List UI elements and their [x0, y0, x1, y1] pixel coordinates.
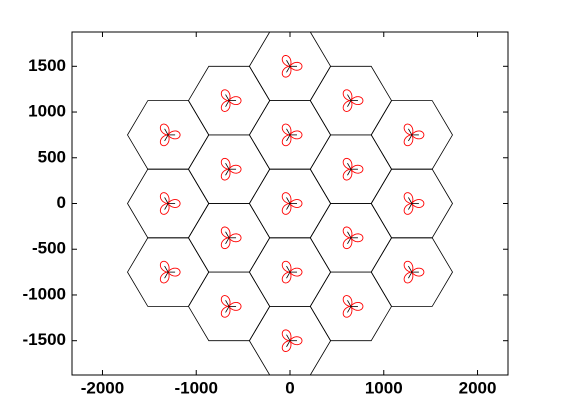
- antenna-arm: [225, 306, 230, 313]
- antenna-point: [342, 226, 364, 250]
- antenna-arm: [286, 340, 291, 347]
- antenna-point: [159, 192, 181, 215]
- y-tick-label: 1500: [28, 56, 66, 75]
- x-tick-label: 0: [285, 378, 294, 397]
- cell-hexagon: [127, 237, 210, 307]
- antenna-arm: [164, 265, 169, 273]
- antenna-point: [159, 260, 181, 284]
- antenna-arm: [408, 197, 413, 204]
- antenna-arm: [164, 128, 169, 136]
- x-tick-label: 1000: [365, 378, 403, 397]
- antenna-arm: [286, 66, 291, 73]
- x-tick-label: -1000: [174, 378, 217, 397]
- antenna-arm: [286, 203, 291, 210]
- x-tick-label: -2000: [81, 378, 124, 397]
- antenna-point: [281, 123, 303, 147]
- antenna-arm: [408, 203, 413, 210]
- antenna-arm: [347, 168, 352, 176]
- cell-hexagon: [370, 237, 453, 307]
- y-tick-label: 1000: [28, 102, 66, 121]
- hexagons: [127, 32, 453, 375]
- antenna-point: [220, 89, 242, 112]
- antenna-point: [342, 295, 364, 318]
- antenna-point: [403, 260, 425, 284]
- antenna-arm: [286, 134, 291, 142]
- antenna-point: [403, 123, 425, 147]
- antenna-arm: [408, 128, 413, 136]
- antenna-arm: [225, 94, 230, 101]
- antenna-point: [403, 192, 425, 215]
- antenna-arm: [225, 300, 230, 307]
- antenna-arm: [225, 231, 230, 239]
- antenna-point: [220, 226, 242, 250]
- y-tick-label: -1000: [23, 284, 66, 303]
- antenna-arm: [286, 334, 291, 341]
- y-tick-label: 0: [57, 193, 66, 212]
- antenna-arm: [347, 94, 352, 101]
- antenna-arm: [286, 271, 291, 279]
- antenna-arm: [347, 231, 352, 239]
- antenna-arm: [286, 128, 291, 136]
- antenna-point: [220, 295, 242, 318]
- antenna-arm: [164, 271, 169, 279]
- antenna-arm: [347, 237, 352, 245]
- antenna-arm: [408, 134, 413, 142]
- antenna-point: [281, 260, 303, 284]
- y-tick-label: -1500: [23, 330, 66, 349]
- antenna-arm: [286, 265, 291, 273]
- antenna-point: [281, 329, 303, 352]
- antenna-arm: [225, 100, 230, 107]
- antenna-arm: [164, 134, 169, 142]
- x-tick-label: 2000: [459, 378, 497, 397]
- antenna-arm: [164, 203, 169, 210]
- antenna-point: [281, 55, 303, 78]
- antenna-arm: [225, 168, 230, 176]
- antenna-point: [342, 157, 364, 181]
- antenna-arm: [347, 100, 352, 107]
- antenna-arm: [347, 300, 352, 307]
- antenna-arm: [286, 197, 291, 204]
- antenna-arm: [408, 265, 413, 273]
- antenna-point: [342, 89, 364, 112]
- antenna-point: [159, 123, 181, 147]
- antenna-arm: [347, 306, 352, 313]
- antenna-point: [220, 157, 242, 181]
- antenna-arm: [225, 162, 230, 170]
- antenna-point: [281, 192, 303, 215]
- antenna-arm: [408, 271, 413, 279]
- antenna-arm: [164, 197, 169, 204]
- y-tick-label: 500: [38, 147, 66, 166]
- antenna-arm: [286, 60, 291, 67]
- antenna-arm: [347, 162, 352, 170]
- y-tick-label: -500: [32, 239, 66, 258]
- antenna-arm: [225, 237, 230, 245]
